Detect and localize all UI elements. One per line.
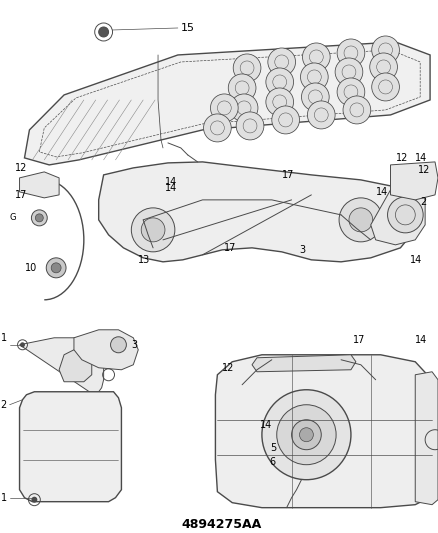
Polygon shape [215,355,432,507]
Text: G: G [10,213,16,222]
Text: 1: 1 [0,333,7,343]
Circle shape [228,74,256,102]
Circle shape [20,342,25,348]
Text: 17: 17 [224,243,237,253]
Text: 2: 2 [420,197,427,207]
Polygon shape [371,185,425,245]
Polygon shape [252,355,356,372]
Circle shape [370,53,397,81]
Polygon shape [25,42,430,165]
Text: 17: 17 [14,190,27,200]
Circle shape [272,106,300,134]
Text: 2: 2 [0,400,7,410]
Text: 3: 3 [131,340,138,350]
Text: 12: 12 [418,165,431,175]
Polygon shape [74,330,138,370]
Circle shape [204,114,231,142]
Circle shape [51,263,61,273]
Text: 5: 5 [270,443,276,453]
Circle shape [233,54,261,82]
Polygon shape [20,392,121,502]
Circle shape [303,43,330,71]
Polygon shape [59,350,92,382]
Circle shape [372,36,399,64]
Text: 17: 17 [282,170,294,180]
Text: 4894275AA: 4894275AA [181,518,261,531]
Circle shape [99,27,109,37]
Text: 3: 3 [300,245,306,255]
Text: 14: 14 [415,153,427,163]
Text: 14: 14 [376,187,388,197]
Polygon shape [20,338,104,395]
Text: 12: 12 [223,363,235,373]
Circle shape [292,419,321,450]
Circle shape [110,337,127,353]
Circle shape [335,58,363,86]
Circle shape [32,497,37,503]
Circle shape [349,208,373,232]
Text: 10: 10 [25,263,37,273]
Text: 14: 14 [165,177,177,187]
Circle shape [372,73,399,101]
Text: 17: 17 [353,335,365,345]
Circle shape [337,39,365,67]
Text: 15: 15 [181,23,195,33]
Circle shape [141,218,165,242]
Circle shape [236,112,264,140]
Circle shape [131,208,175,252]
Circle shape [300,63,328,91]
Circle shape [307,101,335,129]
Circle shape [343,96,371,124]
Circle shape [46,258,66,278]
Text: 6: 6 [270,457,276,467]
Polygon shape [391,162,438,200]
Circle shape [301,83,329,111]
Circle shape [300,427,313,442]
Circle shape [230,94,258,122]
Polygon shape [415,372,438,505]
Circle shape [262,390,351,480]
Text: 14: 14 [165,183,177,193]
Circle shape [388,197,423,233]
Text: 14: 14 [415,335,427,345]
Text: 13: 13 [138,255,151,265]
Polygon shape [20,172,59,198]
Text: 1: 1 [0,492,7,503]
Circle shape [266,68,293,96]
Circle shape [268,48,296,76]
Text: 12: 12 [14,163,27,173]
Text: 14: 14 [410,255,423,265]
Circle shape [32,210,47,226]
Circle shape [337,78,365,106]
Text: 12: 12 [396,153,408,163]
Circle shape [277,405,336,465]
Text: 14: 14 [260,419,272,430]
Circle shape [211,94,238,122]
Polygon shape [99,162,415,262]
Circle shape [35,214,43,222]
Circle shape [266,88,293,116]
Circle shape [339,198,383,242]
